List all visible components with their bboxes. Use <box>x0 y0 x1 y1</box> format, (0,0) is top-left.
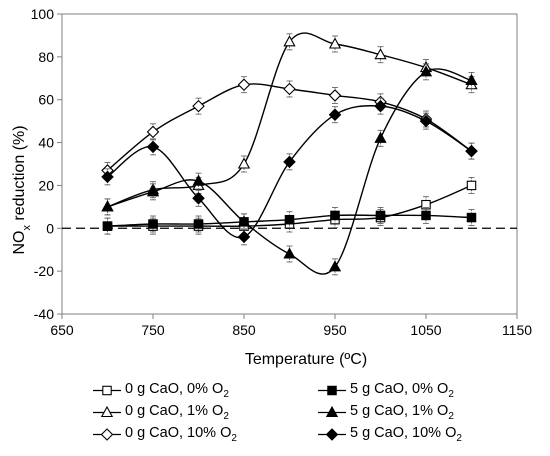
legend-label: 0 g CaO, 10% O2 <box>125 425 237 444</box>
x-axis-title: Temperature (ºC) <box>245 351 367 368</box>
data-point <box>193 219 204 229</box>
legend-item: 0 g CaO, 0% O2 <box>92 381 317 400</box>
data-point <box>465 73 478 85</box>
legend-item: 0 g CaO, 10% O2 <box>92 425 317 444</box>
legend-swatch-marker <box>100 405 114 418</box>
data-point <box>330 210 340 221</box>
legend-swatch-marker <box>325 428 339 441</box>
data-point <box>283 82 296 96</box>
data-point <box>374 131 387 143</box>
data-point <box>146 185 160 197</box>
y-axis-title-main: NO <box>11 231 28 255</box>
y-tick-label: 100 <box>31 6 55 22</box>
legend-label: 0 g CaO, 1% O2 <box>125 403 229 422</box>
data-point <box>237 215 251 227</box>
data-point <box>374 99 387 113</box>
legend-swatch-4 <box>93 428 121 441</box>
data-point <box>328 108 342 121</box>
y-tick-label: 60 <box>38 92 54 108</box>
legend-swatch-3 <box>318 405 346 418</box>
data-point <box>283 247 296 259</box>
data-point <box>328 37 342 49</box>
x-tick-label: 750 <box>141 322 165 338</box>
series-layer <box>101 32 478 276</box>
legend-item: 0 g CaO, 1% O2 <box>92 403 317 422</box>
legend-label: 5 g CaO, 10% O2 <box>350 425 462 444</box>
data-point <box>374 48 387 60</box>
legend: 0 g CaO, 0% O2 5 g CaO, 0% O2 0 g CaO, 1… <box>92 381 532 444</box>
data-point <box>192 174 205 186</box>
data-point <box>192 192 205 205</box>
data-point <box>465 144 478 158</box>
y-tick-label: 40 <box>38 135 54 151</box>
data-point <box>466 212 477 223</box>
data-point <box>328 89 342 102</box>
legend-swatch-marker <box>327 385 337 396</box>
y-axis-title-sub: x <box>21 225 33 231</box>
data-point <box>237 230 251 244</box>
data-point <box>148 219 158 229</box>
legend-swatch-5 <box>318 428 346 441</box>
plot-frame <box>61 13 518 315</box>
legend-item: 5 g CaO, 0% O2 <box>317 381 532 400</box>
data-point <box>192 99 205 113</box>
data-point <box>283 155 296 169</box>
legend-swatch-marker <box>102 385 112 396</box>
series-3 <box>101 63 478 276</box>
data-point <box>146 125 160 139</box>
x-tick-label: 650 <box>50 322 74 338</box>
legend-swatch-marker <box>100 428 114 441</box>
nox-reduction-chart: -40 -20 0 20 40 60 80 100 650 750 850 950 1050 1150 N… <box>11 6 533 368</box>
x-tick-label: 850 <box>232 322 256 338</box>
y-tick-label: 80 <box>38 49 54 65</box>
series-line <box>107 68 472 275</box>
series-5 <box>101 97 478 246</box>
y-axis-title: NOx reduction (%) <box>11 125 33 254</box>
data-point <box>466 180 477 191</box>
data-point <box>421 210 431 221</box>
y-tick-label: 20 <box>38 177 54 193</box>
y-tick-label: -20 <box>34 263 54 279</box>
legend-swatch-2 <box>93 405 121 418</box>
legend-item: 5 g CaO, 1% O2 <box>317 403 532 422</box>
y-tick-label: -40 <box>34 306 54 322</box>
series-line <box>107 32 472 208</box>
y-axis-title-rest: reduction (%) <box>11 125 28 225</box>
legend-label: 5 g CaO, 1% O2 <box>350 403 454 422</box>
data-point <box>419 65 433 77</box>
data-point <box>375 210 386 221</box>
legend-label: 5 g CaO, 0% O2 <box>350 381 454 400</box>
data-point <box>101 200 114 212</box>
x-tick-label: 1150 <box>502 322 532 338</box>
data-point <box>284 214 295 225</box>
data-point <box>328 260 342 272</box>
legend-label: 0 g CaO, 0% O2 <box>125 381 229 400</box>
data-point <box>101 170 114 184</box>
legend-swatch-0 <box>93 385 121 396</box>
data-point <box>237 157 251 169</box>
data-point <box>146 140 160 154</box>
legend-swatch-1 <box>318 385 346 396</box>
x-tick-label: 1050 <box>410 322 441 338</box>
legend-swatch-marker <box>325 405 339 418</box>
data-point <box>102 221 113 231</box>
tick-labels: -40 -20 0 20 40 60 80 100 650 750 850 950 1050 1150 <box>31 6 533 338</box>
data-point <box>283 35 296 47</box>
data-point <box>419 114 433 128</box>
series-2 <box>101 32 478 216</box>
legend-item: 5 g CaO, 10% O2 <box>317 425 532 444</box>
y-tick-label: 0 <box>46 220 54 236</box>
x-tick-label: 950 <box>323 322 347 338</box>
data-point <box>237 78 251 91</box>
series-1 <box>102 207 477 235</box>
